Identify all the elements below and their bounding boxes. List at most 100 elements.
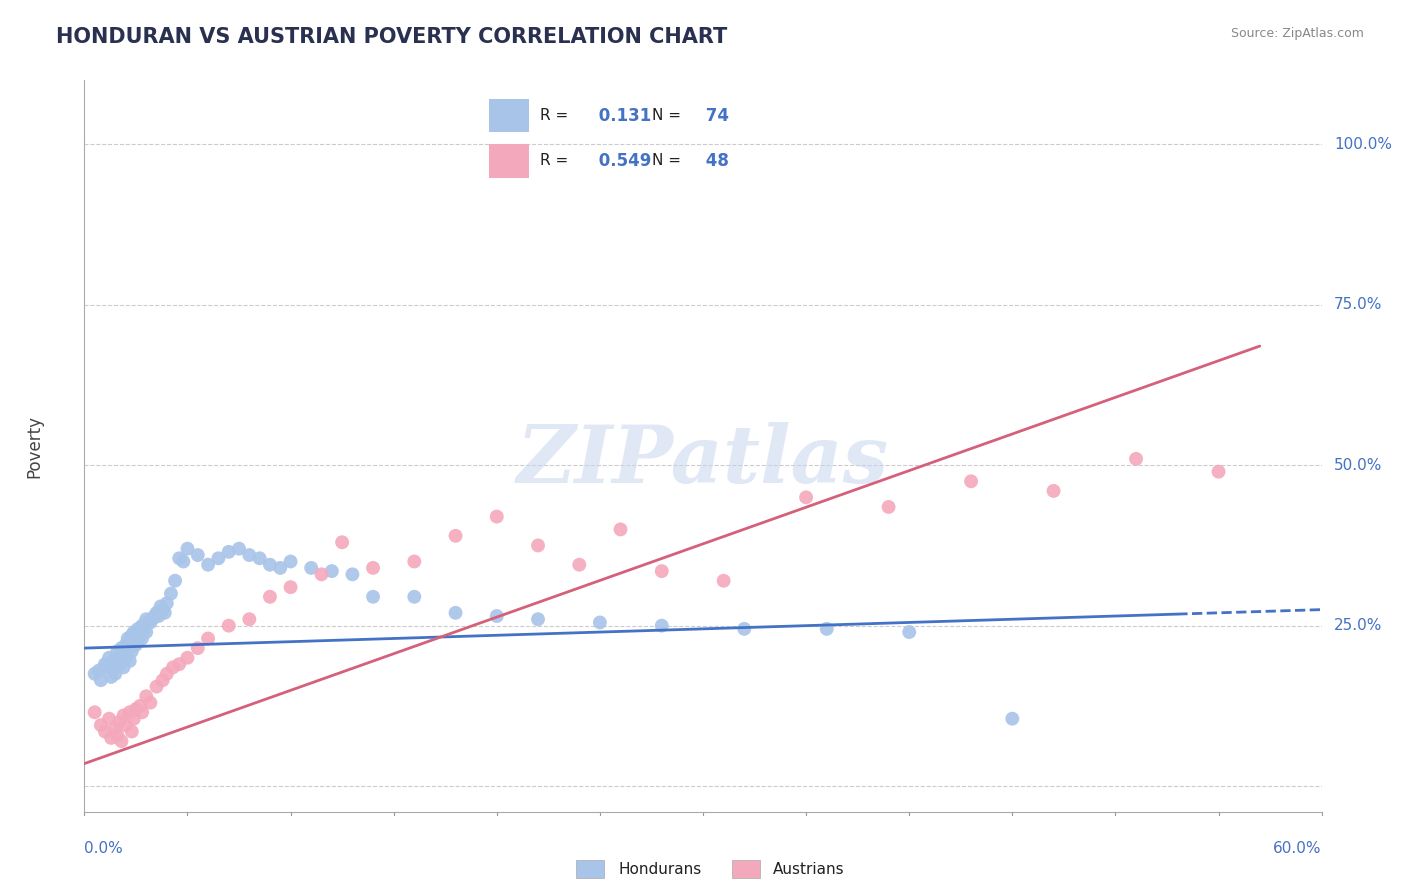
Point: [108, 650, 131, 665]
Point: [361, 561, 384, 575]
Point: [1125, 451, 1147, 466]
Point: [108, 714, 131, 729]
Point: [98, 712, 121, 726]
Point: [197, 632, 219, 646]
Point: [172, 554, 194, 568]
Point: [156, 596, 179, 610]
Point: [167, 657, 190, 672]
Point: [127, 634, 149, 648]
Point: [148, 609, 170, 624]
Point: [112, 660, 135, 674]
Point: [83, 666, 105, 681]
Point: [90, 673, 112, 688]
Point: [311, 567, 333, 582]
Bar: [489, 145, 529, 178]
Point: [218, 545, 240, 559]
Point: [238, 548, 260, 562]
Text: R =: R =: [540, 153, 568, 169]
Point: [527, 612, 550, 626]
Text: HONDURAN VS AUSTRIAN POVERTY CORRELATION CHART: HONDURAN VS AUSTRIAN POVERTY CORRELATION…: [56, 27, 727, 46]
Text: R =: R =: [540, 108, 568, 123]
Point: [733, 622, 755, 636]
Point: [127, 622, 149, 636]
Point: [108, 657, 131, 672]
Text: 100.0%: 100.0%: [1334, 137, 1392, 152]
Point: [269, 561, 291, 575]
Point: [589, 615, 612, 630]
Point: [104, 660, 127, 674]
Point: [121, 644, 143, 658]
Point: [815, 622, 838, 636]
Point: [960, 475, 983, 489]
Point: [122, 625, 145, 640]
Point: [568, 558, 591, 572]
Point: [105, 728, 128, 742]
Point: [112, 708, 135, 723]
Point: [125, 638, 148, 652]
Point: [485, 609, 508, 624]
Point: [141, 612, 163, 626]
Point: [118, 634, 141, 648]
Point: [135, 612, 157, 626]
Point: [1208, 465, 1230, 479]
Point: [83, 706, 105, 720]
Point: [98, 650, 121, 665]
Point: [134, 622, 156, 636]
Text: N =: N =: [652, 108, 682, 123]
Text: 0.0%: 0.0%: [84, 841, 124, 856]
Point: [110, 648, 132, 662]
Point: [162, 660, 184, 674]
Point: [877, 500, 900, 514]
Point: [1001, 712, 1024, 726]
Point: [139, 615, 162, 630]
Point: [121, 724, 143, 739]
Point: [152, 602, 174, 616]
Point: [651, 618, 673, 632]
Point: [131, 618, 153, 632]
Point: [90, 718, 112, 732]
Point: [131, 706, 153, 720]
Point: [176, 650, 198, 665]
Point: [165, 574, 187, 588]
Point: [156, 666, 179, 681]
Text: 60.0%: 60.0%: [1274, 841, 1322, 856]
Point: [87, 664, 110, 678]
Text: Source: ZipAtlas.com: Source: ZipAtlas.com: [1230, 27, 1364, 40]
Point: [299, 561, 322, 575]
Point: [160, 586, 183, 600]
Point: [259, 558, 281, 572]
Point: [135, 625, 157, 640]
Point: [444, 606, 467, 620]
Point: [104, 666, 127, 681]
Point: [117, 641, 139, 656]
Text: Hondurans: Hondurans: [619, 863, 702, 877]
Point: [122, 712, 145, 726]
Point: [651, 564, 673, 578]
Point: [149, 599, 172, 614]
Point: [139, 696, 162, 710]
Point: [104, 721, 127, 735]
Text: 0.549: 0.549: [593, 152, 652, 169]
Point: [118, 706, 141, 720]
Text: 0.131: 0.131: [593, 107, 651, 125]
Bar: [731, 860, 761, 878]
Point: [114, 650, 136, 665]
Point: [152, 673, 174, 688]
Point: [125, 702, 148, 716]
Point: [131, 632, 153, 646]
Point: [404, 554, 426, 568]
Point: [609, 523, 631, 537]
Point: [218, 618, 240, 632]
Point: [167, 551, 190, 566]
Text: N =: N =: [652, 153, 682, 169]
Point: [145, 680, 167, 694]
Point: [197, 558, 219, 572]
Point: [228, 541, 250, 556]
Point: [330, 535, 353, 549]
Bar: [489, 99, 529, 132]
Point: [321, 564, 343, 578]
Point: [713, 574, 735, 588]
Point: [794, 491, 817, 505]
Point: [238, 612, 260, 626]
Point: [129, 698, 152, 713]
